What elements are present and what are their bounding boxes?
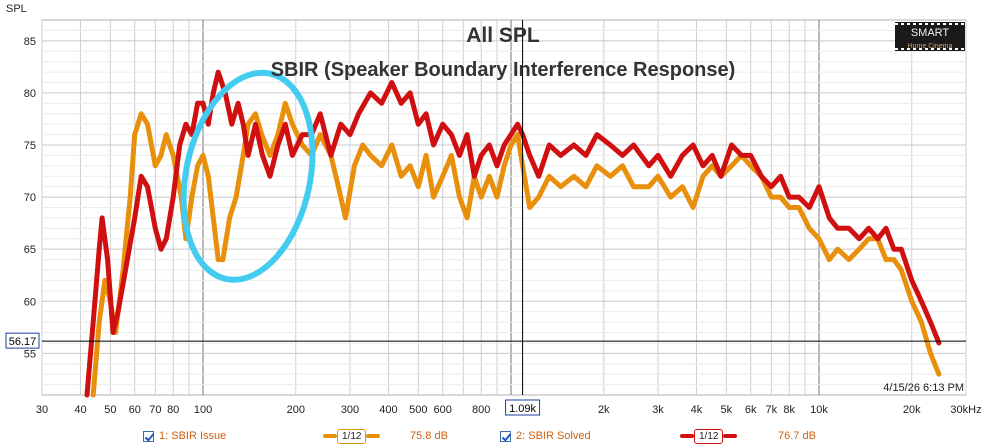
series1-checkbox[interactable]	[143, 430, 154, 442]
logo-text: SMART	[910, 27, 950, 39]
y-tick-label: 55	[24, 348, 36, 360]
series-line-2	[84, 69, 942, 398]
series1-swatch-right	[366, 434, 381, 438]
series1-level-value: 75.8 dB	[410, 430, 448, 442]
y-tick-label: 70	[24, 192, 36, 204]
x-tick-label: 2k	[598, 404, 610, 416]
chart-subtitle: SBIR (Speaker Boundary Interference Resp…	[271, 59, 736, 81]
x-tick-label: 6k	[745, 404, 757, 416]
x-tick-label: 400	[379, 404, 397, 416]
y-axis-label: SPL	[6, 3, 27, 15]
series1-smoothing[interactable]: 1/12	[323, 427, 381, 445]
series-line-1	[90, 100, 942, 398]
series2-smoothing[interactable]: 1/12	[680, 427, 738, 445]
y-tick-label: 60	[24, 296, 36, 308]
x-tick-label: 50	[104, 404, 116, 416]
series1-smoothing-value: 1/12	[337, 428, 367, 444]
x-tick-label: 70	[149, 404, 161, 416]
x-tick-label: 10k	[810, 404, 828, 416]
x-tick-label: 4k	[691, 404, 703, 416]
series1-label: 1: SBIR Issue	[159, 430, 227, 442]
x-tick-label: 5k	[721, 404, 733, 416]
x-tick-label: 60	[129, 404, 141, 416]
series2-checkbox[interactable]	[500, 430, 511, 442]
x-tick-label: 200	[287, 404, 305, 416]
y-tick-label: 80	[24, 88, 36, 100]
chart-annotation	[180, 69, 316, 283]
y-tick-label: 75	[24, 140, 36, 152]
series2-swatch-right	[723, 434, 738, 438]
x-tick-label: 30	[36, 404, 48, 416]
x-tick-label: 7k	[766, 404, 778, 416]
x-tick-label: 8k	[783, 404, 795, 416]
series2-label: 2: SBIR Solved	[516, 430, 591, 442]
x-tick-label: 300	[341, 404, 359, 416]
x-tick-label: 80	[167, 404, 179, 416]
cursor-x-label: 1.09k	[509, 403, 536, 415]
x-tick-label: 3k	[652, 404, 664, 416]
chart-title: All SPL	[466, 24, 540, 47]
series2-level: 76.7 dB	[778, 427, 816, 445]
chart-series	[42, 20, 966, 398]
chart-labels: 55 60 65 70 75 80 85 30 40 50 60 70 80 100 200 300 400 50…	[5, 36, 982, 416]
y-tick-label: 85	[24, 36, 36, 48]
legend-item-2[interactable]: 2: SBIR Solved	[500, 427, 591, 445]
series2-smoothing-value: 1/12	[694, 428, 724, 444]
brand-logo: SMART Home Cinema	[895, 22, 965, 51]
x-tick-label: 800	[472, 404, 490, 416]
series2-swatch	[680, 434, 694, 438]
cursor-x-box	[505, 399, 541, 416]
series1-swatch	[323, 434, 337, 438]
x-tick-label: 40	[74, 404, 86, 416]
x-tick-label: 500	[409, 404, 427, 416]
x-tick-label: 20k	[903, 404, 921, 416]
y-tick-label: 65	[24, 244, 36, 256]
series1-level: 75.8 dB	[410, 427, 448, 445]
x-tick-label: 600	[434, 404, 452, 416]
annotation-ellipse	[180, 69, 316, 283]
series2-level-value: 76.7 dB	[778, 430, 816, 442]
timestamp: 4/15/26 6:13 PM	[883, 382, 964, 394]
cursor-y-box	[5, 332, 40, 349]
x-tick-label: 30kHz	[950, 404, 981, 416]
x-tick-label: 100	[194, 404, 212, 416]
logo-subtext: Home Cinema	[907, 43, 953, 50]
cursor-y-label: 56.17	[9, 336, 37, 348]
legend-item-1[interactable]: 1: SBIR Issue	[143, 427, 226, 445]
